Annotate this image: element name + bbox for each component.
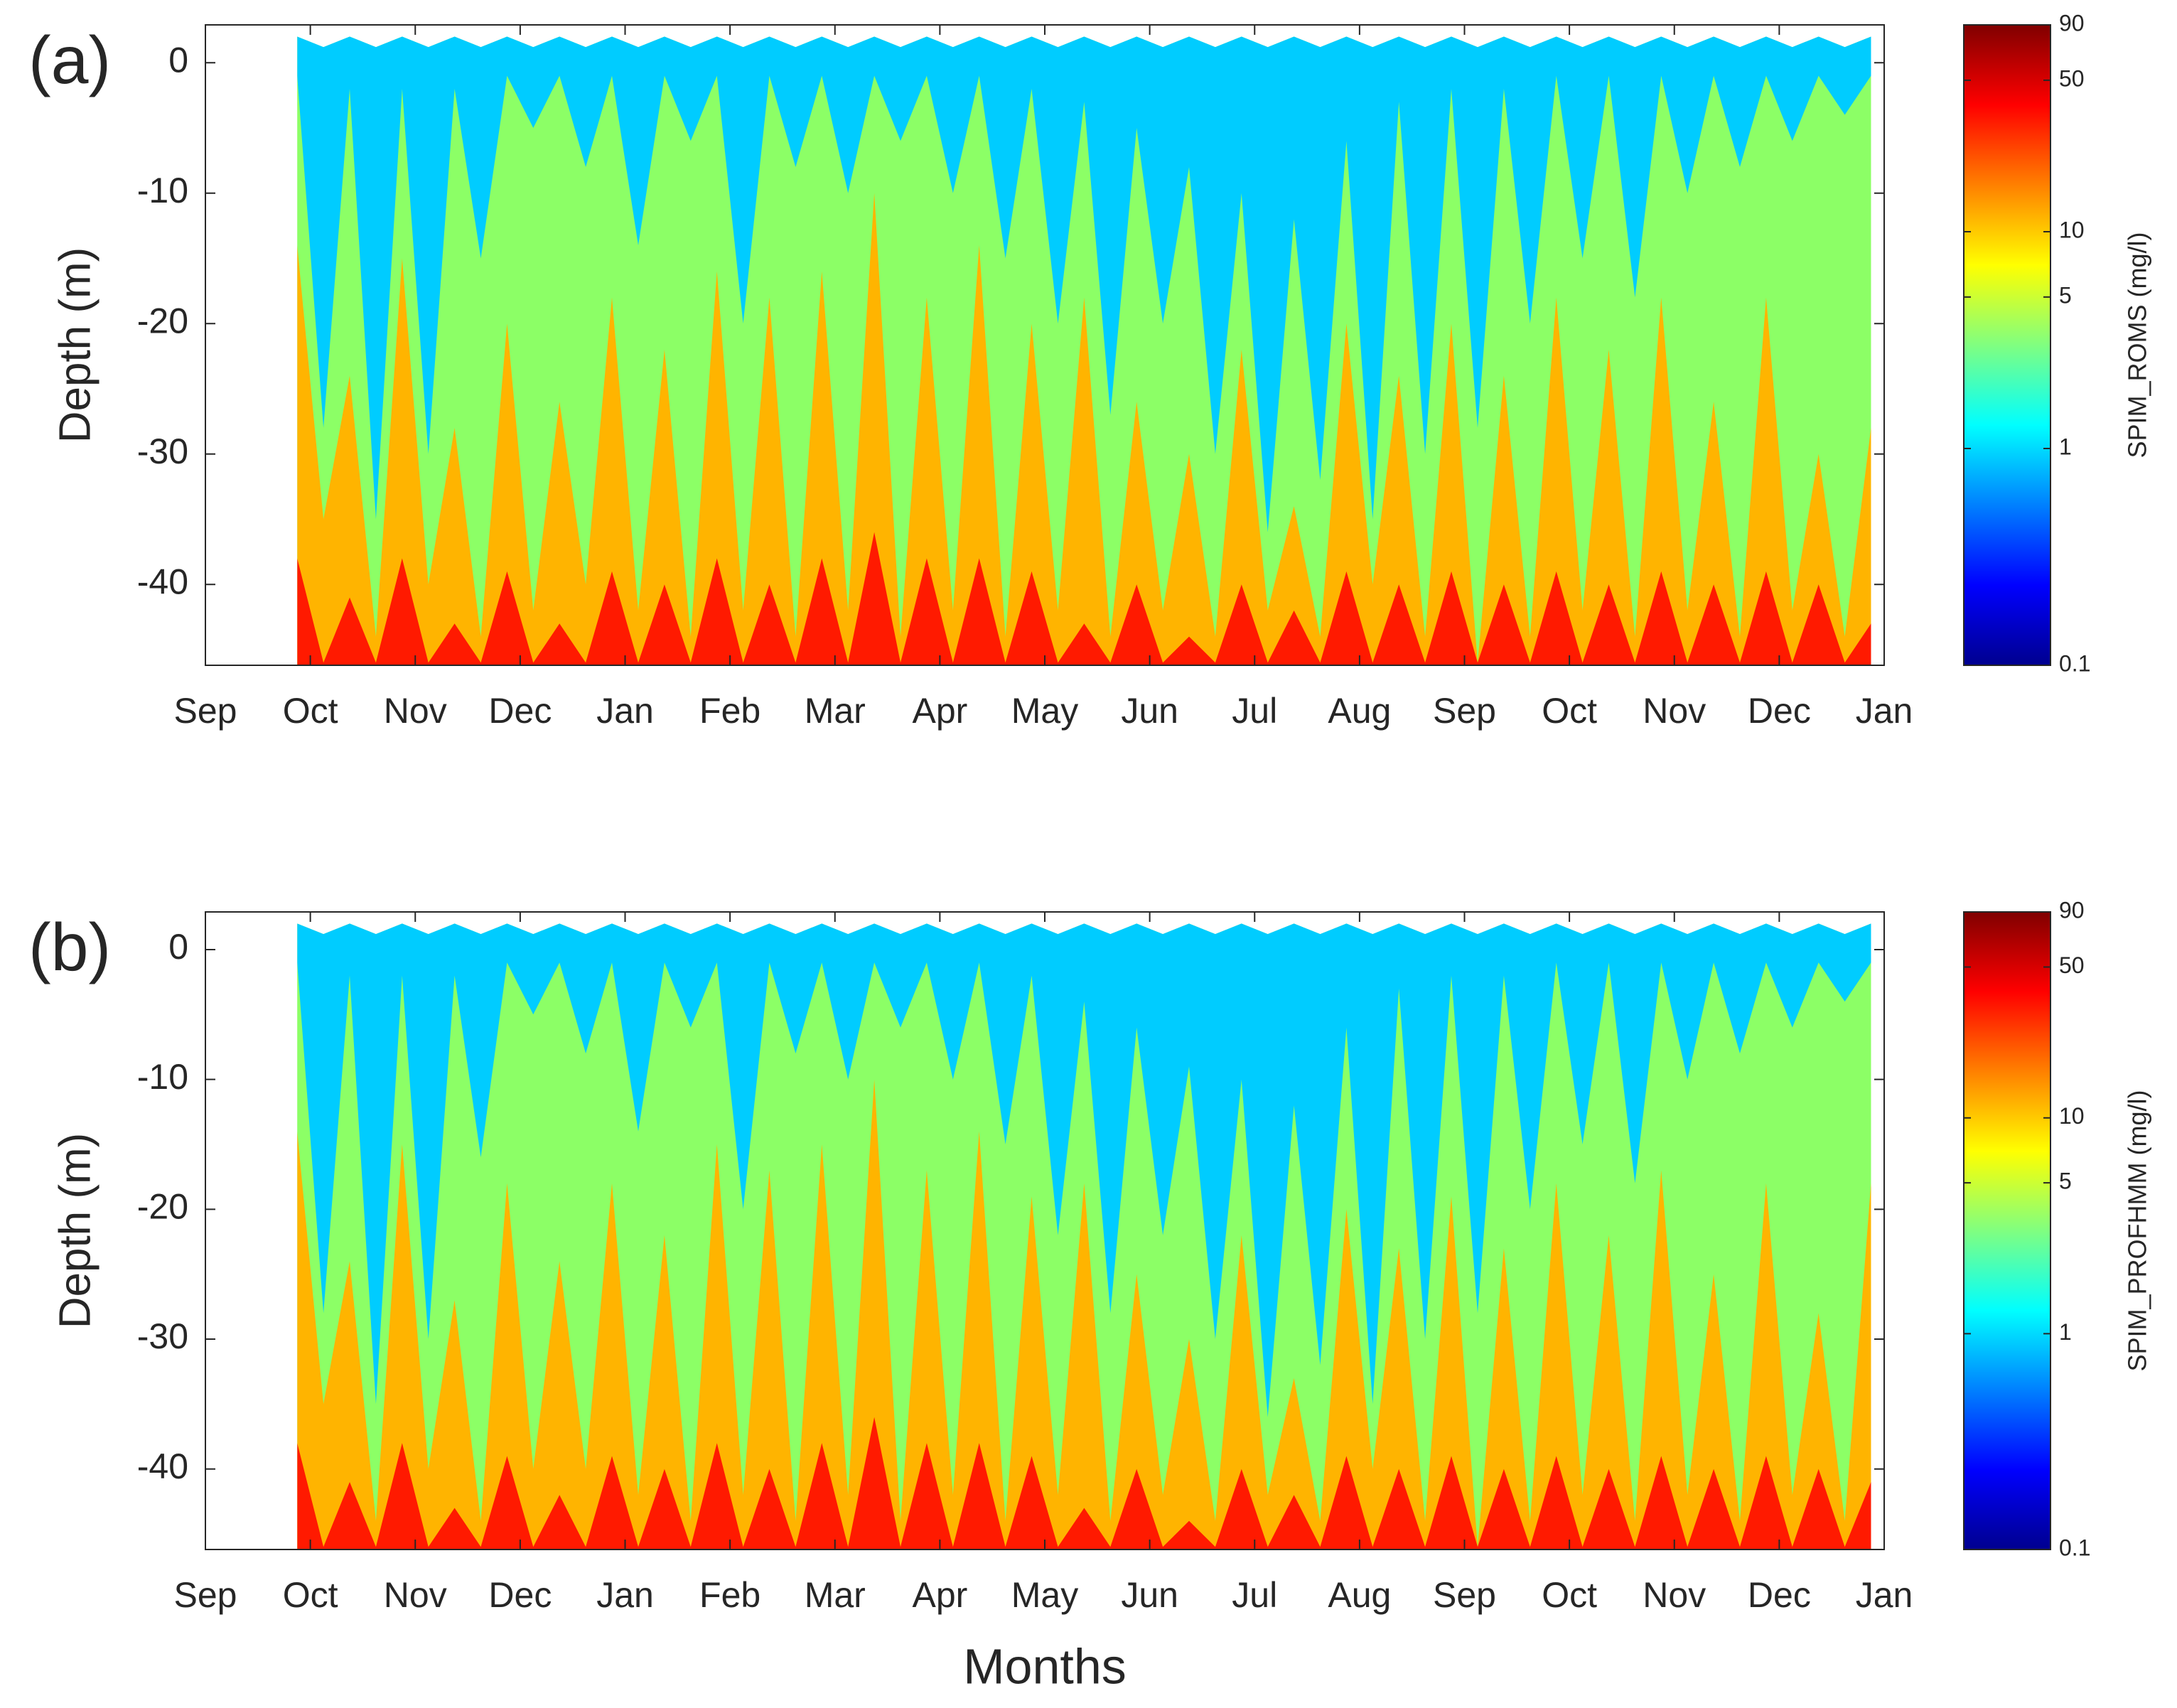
colorbar-tick-label: 1 xyxy=(2059,1319,2072,1345)
x-tick-label: Dec xyxy=(1748,691,1811,731)
panel-label: (a) xyxy=(28,23,111,98)
x-tick-label: Jul xyxy=(1232,691,1277,731)
x-tick-label: May xyxy=(1011,691,1078,731)
x-tick-label: Apr xyxy=(912,1575,967,1615)
y-axis-label: Depth (m) xyxy=(50,247,100,444)
colorbar-tick-label: 90 xyxy=(2059,10,2085,36)
depth-band xyxy=(297,193,1871,665)
x-tick-label: Jan xyxy=(1856,1575,1913,1615)
depth-band xyxy=(297,923,1871,1417)
depth-band xyxy=(297,36,1871,532)
x-tick-label: Jan xyxy=(596,1575,654,1615)
x-tick-label: Sep xyxy=(1433,691,1496,731)
y-tick-label: -10 xyxy=(137,1057,188,1097)
x-tick-label: Aug xyxy=(1328,1575,1391,1615)
x-tick-label: Nov xyxy=(1643,1575,1706,1615)
colorbar-tick-label: 50 xyxy=(2059,65,2085,91)
x-tick-label: Jun xyxy=(1121,1575,1178,1615)
depth-band xyxy=(297,1417,1871,1549)
x-tick-label: Nov xyxy=(384,691,447,731)
y-tick-label: 0 xyxy=(168,927,188,967)
panel-label: (b) xyxy=(28,910,111,985)
x-tick-label: Oct xyxy=(1542,691,1597,731)
x-tick-label: Dec xyxy=(488,691,552,731)
x-tick-label: Nov xyxy=(384,1575,447,1615)
x-tick-label: Nov xyxy=(1643,691,1706,731)
y-tick-label: -10 xyxy=(137,171,188,210)
colorbar-label: SPIM_PROFHMM (mg/l) xyxy=(2123,1090,2152,1372)
colorbar-tick-label: 0.1 xyxy=(2059,1535,2090,1560)
y-axis-label: Depth (m) xyxy=(50,1133,100,1329)
x-tick-label: Oct xyxy=(283,1575,338,1615)
x-tick-label: Oct xyxy=(1542,1575,1597,1615)
colorbar-tick-label: 10 xyxy=(2059,217,2085,242)
x-tick-label: Jan xyxy=(596,691,654,731)
colorbar-tick-label: 1 xyxy=(2059,434,2072,459)
x-tick-label: Jul xyxy=(1232,1575,1277,1615)
y-tick-label: -40 xyxy=(137,562,188,601)
colorbar-label: SPIM_ROMS (mg/l) xyxy=(2123,232,2152,458)
x-axis-label: Months xyxy=(963,1638,1127,1694)
x-tick-label: Feb xyxy=(699,1575,760,1615)
x-tick-label: Mar xyxy=(805,1575,866,1615)
y-tick-label: 0 xyxy=(168,40,188,80)
x-tick-label: Aug xyxy=(1328,691,1391,731)
x-tick-label: Oct xyxy=(283,691,338,731)
x-tick-label: Apr xyxy=(912,691,967,731)
y-tick-label: -30 xyxy=(137,1316,188,1356)
y-tick-label: -30 xyxy=(137,431,188,471)
y-tick-label: -40 xyxy=(137,1446,188,1486)
colorbar-tick-label: 90 xyxy=(2059,897,2085,923)
x-tick-label: Feb xyxy=(699,691,760,731)
x-tick-label: Sep xyxy=(1433,1575,1496,1615)
y-tick-label: -20 xyxy=(137,301,188,340)
colorbar-tick-label: 5 xyxy=(2059,282,2072,308)
x-tick-label: Sep xyxy=(174,691,237,731)
x-tick-label: Mar xyxy=(805,691,866,731)
x-tick-label: Jan xyxy=(1856,691,1913,731)
x-tick-label: May xyxy=(1011,1575,1078,1615)
colorbar-tick-label: 5 xyxy=(2059,1169,2072,1194)
colorbar xyxy=(1963,24,2051,666)
colorbar-tick-label: 0.1 xyxy=(2059,650,2090,676)
depth-band xyxy=(297,532,1871,665)
depth-band xyxy=(297,1079,1871,1549)
colorbar-tick-label: 10 xyxy=(2059,1103,2085,1129)
colorbar-tick-label: 50 xyxy=(2059,952,2085,978)
x-tick-label: Jun xyxy=(1121,691,1178,731)
x-tick-label: Dec xyxy=(1748,1575,1811,1615)
x-tick-label: Dec xyxy=(488,1575,552,1615)
colorbar xyxy=(1963,911,2051,1550)
y-tick-label: -20 xyxy=(137,1187,188,1227)
x-tick-label: Sep xyxy=(174,1575,237,1615)
